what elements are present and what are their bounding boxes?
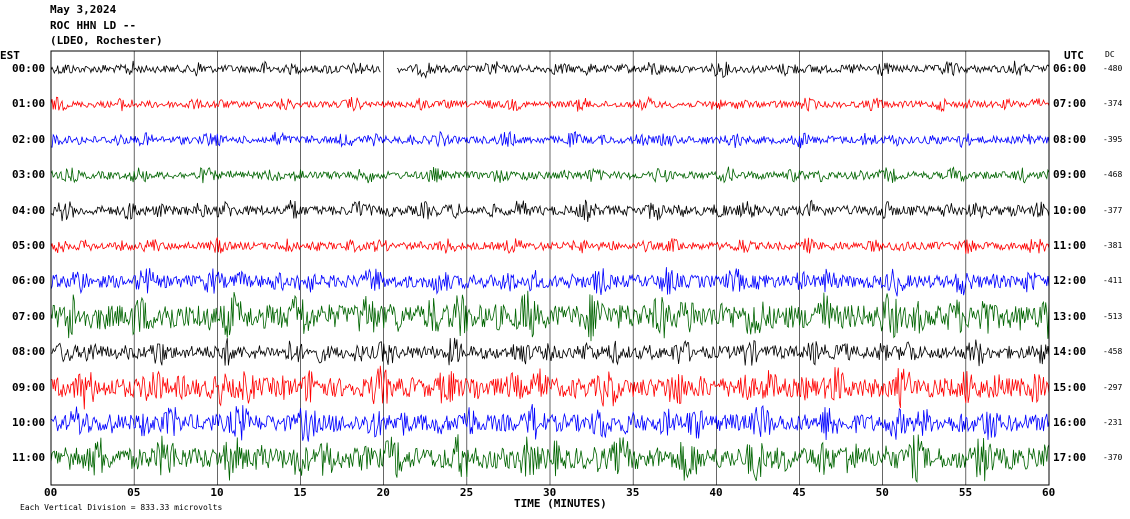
dc-heading: DC: [1105, 50, 1115, 59]
dc-offset-label: -480: [1103, 64, 1123, 73]
trace-0800: [50, 337, 1050, 367]
trace-1000: [50, 404, 1050, 442]
utc-axis-label: UTC: [1064, 49, 1084, 62]
x-tick-label: 20: [376, 486, 390, 499]
est-hour-label: 04:00: [12, 203, 46, 217]
x-tick-label: 55: [958, 486, 973, 499]
dc-offset-label: -297: [1103, 382, 1123, 392]
dc-offset-label: -513: [1103, 311, 1123, 321]
trace-0200: [50, 130, 1050, 149]
est-hour-label: 09:00: [12, 380, 46, 394]
utc-hour-label: 08:00: [1053, 132, 1087, 146]
x-tick-label: 25: [459, 486, 474, 499]
dc-offset-label: -411: [1103, 276, 1123, 286]
x-tick-label: 45: [792, 486, 806, 499]
dc-offset-label: -374: [1103, 99, 1123, 109]
dc-offset-label: -468: [1103, 170, 1123, 180]
utc-hour-label: 11:00: [1053, 239, 1087, 252]
utc-hour-label: 17:00: [1053, 451, 1087, 465]
est-hour-label: 03:00: [12, 168, 46, 182]
x-tick-label: 50: [875, 486, 889, 499]
est-hour-label: 11:00: [12, 451, 46, 465]
network-name: (LDEO, Rochester): [50, 34, 163, 47]
est-hour-label: 00:00: [12, 62, 46, 75]
utc-hour-label: 16:00: [1053, 416, 1087, 429]
trace-0500: [50, 237, 1050, 255]
dc-offset-label: -395: [1103, 134, 1123, 144]
est-hour-label: 08:00: [12, 345, 46, 359]
utc-hour-label: 09:00: [1053, 168, 1087, 182]
utc-hour-label: 10:00: [1053, 203, 1087, 217]
x-tick-label: 30: [543, 486, 557, 499]
x-tick-label: 35: [626, 486, 640, 499]
x-tick-label: 40: [709, 486, 723, 499]
x-tick-label: 15: [293, 486, 307, 499]
plot-frame: [50, 50, 1050, 486]
scale-footnote: Each Vertical Division = 833.33 microvol…: [20, 503, 223, 512]
trace-0300: [50, 166, 1050, 184]
est-hour-label: 01:00: [12, 97, 46, 111]
trace-0400: [50, 199, 1050, 222]
utc-hour-label: 12:00: [1053, 274, 1087, 288]
est-hour-label: 07:00: [12, 309, 46, 323]
vertical-gridlines: [50, 51, 1050, 485]
trace-1100: [50, 434, 1050, 484]
x-tick-label: 05: [127, 486, 141, 499]
dc-offset-label: -377: [1103, 205, 1123, 215]
dc-offset-label: -381: [1103, 241, 1123, 250]
x-tick-label: 00: [44, 486, 58, 499]
trace-0700: [50, 290, 1050, 342]
dc-offset-label: -370: [1103, 453, 1123, 463]
seismic-traces: [50, 60, 1050, 484]
utc-hour-label: 06:00: [1053, 62, 1087, 75]
est-hour-label: 02:00: [12, 132, 46, 146]
chart-date: May 3,2024: [50, 3, 117, 16]
trace-0900: [50, 365, 1050, 410]
utc-hour-label: 13:00: [1053, 309, 1087, 323]
trace-0000: [50, 60, 1050, 80]
x-tick-label: 60: [1042, 486, 1056, 499]
dc-offset-label: -231: [1103, 418, 1123, 427]
utc-hour-label: 14:00: [1053, 345, 1087, 359]
dc-offset-label: -458: [1103, 347, 1123, 357]
station-code: ROC HHN LD --: [50, 19, 137, 32]
trace-0100: [50, 95, 1050, 113]
trace-0600: [50, 267, 1050, 297]
est-axis-label: EST: [0, 49, 20, 62]
x-axis-title: TIME (MINUTES): [514, 497, 607, 510]
x-tick-label: 10: [210, 486, 224, 499]
utc-hour-label: 15:00: [1053, 380, 1087, 394]
est-hour-label: 10:00: [12, 416, 46, 429]
est-hour-label: 06:00: [12, 274, 46, 288]
est-hour-label: 05:00: [12, 239, 46, 252]
utc-hour-label: 07:00: [1053, 97, 1087, 111]
